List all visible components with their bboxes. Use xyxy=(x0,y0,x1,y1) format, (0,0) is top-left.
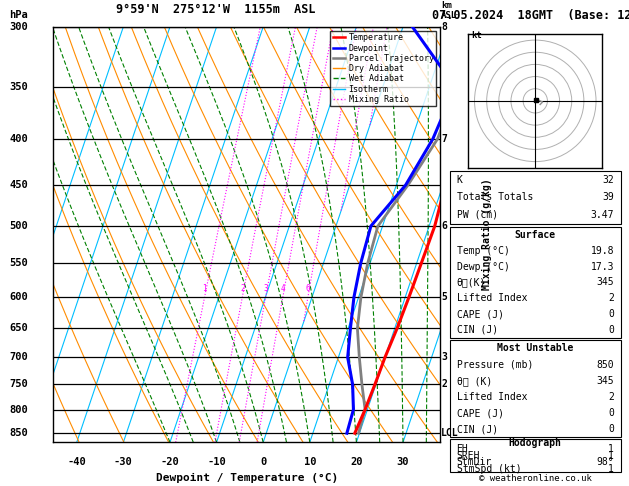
Text: PW (cm): PW (cm) xyxy=(457,210,498,220)
Text: 750: 750 xyxy=(9,380,28,389)
Text: Temp (°C): Temp (°C) xyxy=(457,246,509,256)
Text: 345: 345 xyxy=(596,278,614,287)
Text: 2: 2 xyxy=(441,380,447,389)
Text: 345: 345 xyxy=(596,376,614,386)
Text: -30: -30 xyxy=(114,457,133,467)
Text: 0: 0 xyxy=(608,325,614,335)
Text: Dewp (°C): Dewp (°C) xyxy=(457,261,509,272)
Text: 1: 1 xyxy=(608,444,614,454)
Text: 3: 3 xyxy=(441,352,447,363)
Text: hPa: hPa xyxy=(9,11,28,20)
Text: 20: 20 xyxy=(350,457,363,467)
Text: 98°: 98° xyxy=(596,457,614,468)
Text: EH: EH xyxy=(457,444,469,454)
Text: LCL: LCL xyxy=(441,428,459,438)
Text: Mixing Ratio (g/kg): Mixing Ratio (g/kg) xyxy=(482,179,492,290)
Text: 550: 550 xyxy=(9,258,28,268)
Text: 350: 350 xyxy=(9,82,28,92)
Text: CAPE (J): CAPE (J) xyxy=(457,408,504,418)
Text: 400: 400 xyxy=(9,134,28,144)
Text: StmSpd (kt): StmSpd (kt) xyxy=(457,464,521,474)
Text: 4: 4 xyxy=(281,284,285,293)
Text: 1: 1 xyxy=(203,284,207,293)
Text: 850: 850 xyxy=(9,428,28,438)
Text: © weatheronline.co.uk: © weatheronline.co.uk xyxy=(479,474,592,484)
Text: -20: -20 xyxy=(160,457,179,467)
Text: 600: 600 xyxy=(9,292,28,302)
Text: 2: 2 xyxy=(240,284,245,293)
Text: StmDir: StmDir xyxy=(457,457,492,468)
Text: 850: 850 xyxy=(596,360,614,369)
Text: 0: 0 xyxy=(608,408,614,418)
Text: 450: 450 xyxy=(9,180,28,190)
Text: Most Unstable: Most Unstable xyxy=(497,343,574,353)
Text: 2: 2 xyxy=(608,392,614,402)
Text: 17.3: 17.3 xyxy=(591,261,614,272)
Text: 0: 0 xyxy=(260,457,266,467)
Text: Pressure (mb): Pressure (mb) xyxy=(457,360,533,369)
Text: 650: 650 xyxy=(9,324,28,333)
Text: 7: 7 xyxy=(441,134,447,144)
Text: 2: 2 xyxy=(608,293,614,303)
Text: 500: 500 xyxy=(9,221,28,231)
Text: Lifted Index: Lifted Index xyxy=(457,293,527,303)
Text: -10: -10 xyxy=(207,457,226,467)
Text: CAPE (J): CAPE (J) xyxy=(457,309,504,319)
Text: 39: 39 xyxy=(602,192,614,202)
Text: 30: 30 xyxy=(397,457,409,467)
Text: Lifted Index: Lifted Index xyxy=(457,392,527,402)
Text: kt: kt xyxy=(471,31,482,40)
Text: 10: 10 xyxy=(304,457,316,467)
Text: 0: 0 xyxy=(608,309,614,319)
Text: 1: 1 xyxy=(608,464,614,474)
Text: 3.47: 3.47 xyxy=(591,210,614,220)
Text: 700: 700 xyxy=(9,352,28,363)
Text: 07.05.2024  18GMT  (Base: 12): 07.05.2024 18GMT (Base: 12) xyxy=(432,9,629,22)
Text: 6: 6 xyxy=(441,221,447,231)
Text: Totals Totals: Totals Totals xyxy=(457,192,533,202)
Text: 6: 6 xyxy=(306,284,310,293)
Text: 800: 800 xyxy=(9,404,28,415)
Text: CIN (J): CIN (J) xyxy=(457,325,498,335)
Text: 19.8: 19.8 xyxy=(591,246,614,256)
Text: θᴇ(K): θᴇ(K) xyxy=(457,278,486,287)
Text: 5: 5 xyxy=(441,292,447,302)
Text: 1: 1 xyxy=(608,451,614,461)
Text: CIN (J): CIN (J) xyxy=(457,424,498,434)
Text: -40: -40 xyxy=(67,457,86,467)
Text: K: K xyxy=(457,175,462,185)
Text: Hodograph: Hodograph xyxy=(509,438,562,448)
Text: 300: 300 xyxy=(9,22,28,32)
Text: km
ASL: km ASL xyxy=(441,1,457,20)
Text: 9°59'N  275°12'W  1155m  ASL: 9°59'N 275°12'W 1155m ASL xyxy=(116,3,316,17)
Text: SREH: SREH xyxy=(457,451,480,461)
Text: Surface: Surface xyxy=(515,230,556,240)
Text: θᴇ (K): θᴇ (K) xyxy=(457,376,492,386)
Text: 0: 0 xyxy=(608,424,614,434)
Text: 32: 32 xyxy=(602,175,614,185)
Text: 3: 3 xyxy=(264,284,268,293)
Text: 8: 8 xyxy=(441,22,447,32)
Text: Dewpoint / Temperature (°C): Dewpoint / Temperature (°C) xyxy=(156,473,338,484)
Legend: Temperature, Dewpoint, Parcel Trajectory, Dry Adiabat, Wet Adiabat, Isotherm, Mi: Temperature, Dewpoint, Parcel Trajectory… xyxy=(330,31,436,106)
